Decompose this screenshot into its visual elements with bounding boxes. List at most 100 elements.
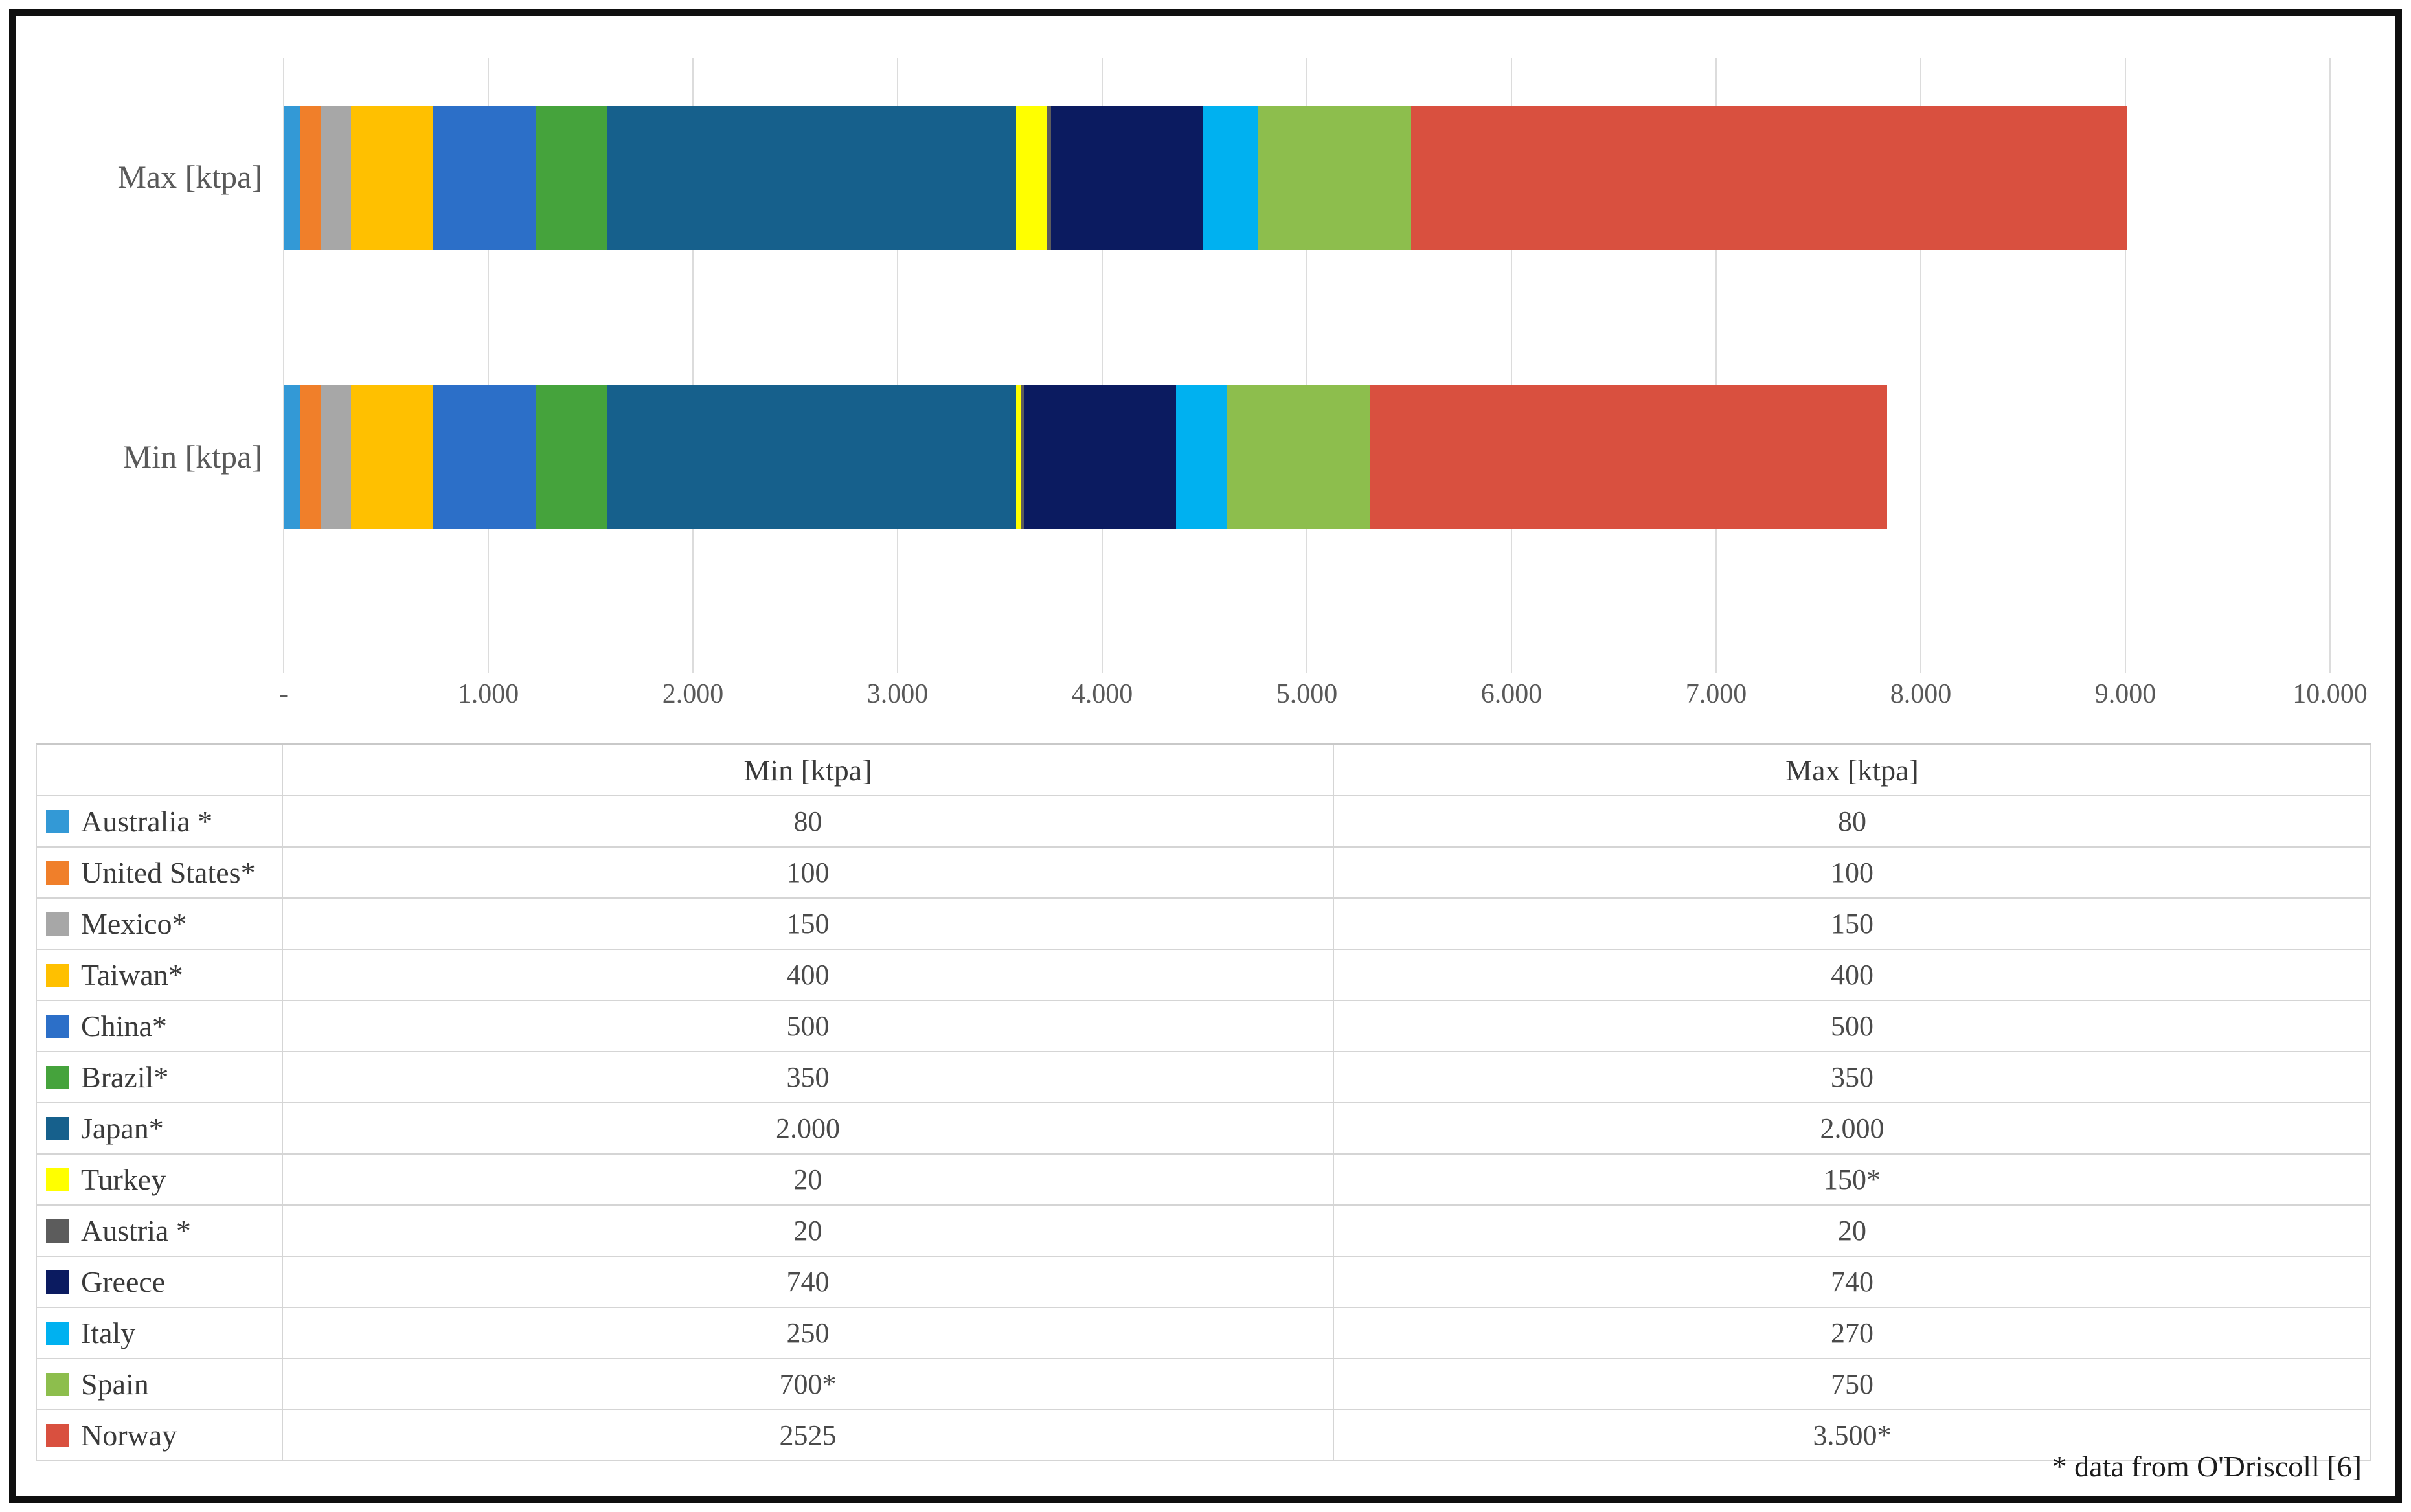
gridline-4.000 [1102,58,1103,673]
bar-segment-max-mexico [320,106,352,250]
bar-segment-min-japan [607,385,1017,529]
country-cell-turkey: Turkey [37,1155,283,1204]
x-tick-label: 8.000 [1890,679,1952,709]
table-row-turkey: Turkey 20 150* [37,1155,2371,1206]
bar-segment-max-greece [1050,106,1203,250]
max-value-cell: 350 [1334,1052,2371,1102]
gridline-10.000 [2329,58,2331,673]
bar-segment-min-china [433,385,536,529]
legend-swatch-norway [46,1423,69,1447]
gridline-9.000 [2125,58,2126,673]
bar-segment-max-norway [1411,106,2128,250]
gridline-1.000 [488,58,489,673]
country-label: Norway [81,1419,177,1452]
stacked-bar-chart: Max [ktpa] Min [ktpa] - 1.000 2.000 3.000 4.… [0,0,2411,743]
country-cell-japan: Japan* [37,1103,283,1153]
category-label-max: Max [ktpa] [117,159,262,195]
gridline-6.000 [1511,58,1512,673]
bar-segment-min-mexico [320,385,352,529]
x-tick-label: 5.000 [1276,679,1338,709]
bar-segment-max-spain [1258,106,1412,250]
max-value-cell: 400 [1334,950,2371,1000]
max-value-cell: 750 [1334,1359,2371,1409]
max-value-cell: 80 [1334,796,2371,846]
min-value-cell: 80 [283,796,1334,846]
legend-swatch-japan [46,1116,69,1140]
x-tick-label: - [279,679,288,709]
country-label: Italy [81,1316,136,1349]
min-value-cell: 400 [283,950,1334,1000]
country-cell-mexico: Mexico* [37,899,283,949]
min-value-cell: 350 [283,1052,1334,1102]
bar-segment-max-japan [607,106,1017,250]
country-cell-norway: Norway [37,1410,283,1460]
table-row-japan: Japan* 2.000 2.000 [37,1103,2371,1155]
bar-segment-max-austria [1047,106,1051,250]
country-cell-greece: Greece [37,1257,283,1307]
max-value-cell: 500 [1334,1001,2371,1051]
bar-segment-min-norway [1370,385,1887,529]
table-row-spain: Spain 700* 750 [37,1359,2371,1410]
min-value-cell: 700* [283,1359,1334,1409]
bar-segment-min-brazil [535,385,607,529]
bar-segment-min-united-states [300,385,321,529]
bar-segment-min-taiwan [351,385,433,529]
min-value-cell: 100 [283,848,1334,897]
x-tick-label: 6.000 [1480,679,1543,709]
table-row-australia: Australia * 80 80 [37,796,2371,848]
gridline-7.000 [1715,58,1717,673]
legend-swatch-greece [46,1270,69,1294]
country-cell-italy: Italy [37,1308,283,1358]
max-value-cell: 740 [1334,1257,2371,1307]
country-label: China* [81,1010,167,1043]
bar-min [284,385,1887,529]
bar-segment-max-brazil [535,106,607,250]
country-label: Mexico* [81,907,187,940]
country-label: Japan* [81,1112,164,1145]
bar-segment-min-australia [284,385,300,529]
country-label: Spain [81,1368,149,1401]
table-row-greece: Greece 740 740 [37,1257,2371,1308]
table-header-min: Min [ktpa] [283,745,1334,795]
min-value-cell: 250 [283,1308,1334,1358]
legend-swatch-spain [46,1372,69,1396]
gridline-8.000 [1920,58,1921,673]
legend-swatch-united-states [46,861,69,885]
bar-max [284,106,2128,250]
country-label: Greece [81,1265,166,1298]
country-cell-united-states: United States* [37,848,283,897]
bar-segment-max-australia [284,106,300,250]
legend-swatch-china [46,1014,69,1038]
x-tick-label: 9.000 [2094,679,2156,709]
table-row-mexico: Mexico* 150 150 [37,899,2371,950]
table-header-empty [37,745,283,795]
bar-segment-max-united-states [300,106,321,250]
legend-swatch-mexico [46,912,69,936]
bar-segment-min-italy [1175,385,1227,529]
bar-segment-max-turkey [1016,106,1047,250]
table-row-united-states: United States* 100 100 [37,848,2371,899]
max-value-cell: 150 [1334,899,2371,949]
country-cell-brazil: Brazil* [37,1052,283,1102]
max-value-cell: 3.500* [1334,1410,2371,1460]
legend-swatch-australia [46,809,69,833]
table-header-max: Max [ktpa] [1334,745,2371,795]
min-value-cell: 740 [283,1257,1334,1307]
bar-segment-min-greece [1024,385,1176,529]
legend-swatch-turkey [46,1168,69,1191]
country-label: Brazil* [81,1061,169,1094]
legend-swatch-austria [46,1219,69,1243]
min-value-cell: 150 [283,899,1334,949]
country-cell-taiwan: Taiwan* [37,950,283,1000]
country-cell-austria: Austria * [37,1206,283,1256]
x-tick-label: 10.000 [2292,679,2368,709]
legend-swatch-italy [46,1321,69,1345]
table-row-brazil: Brazil* 350 350 [37,1052,2371,1103]
gridline-3.000 [897,58,898,673]
country-label: United States* [81,856,256,889]
bar-segment-max-italy [1202,106,1258,250]
gridline-- [283,58,284,673]
x-tick-label: 1.000 [457,679,519,709]
country-cell-spain: Spain [37,1359,283,1409]
